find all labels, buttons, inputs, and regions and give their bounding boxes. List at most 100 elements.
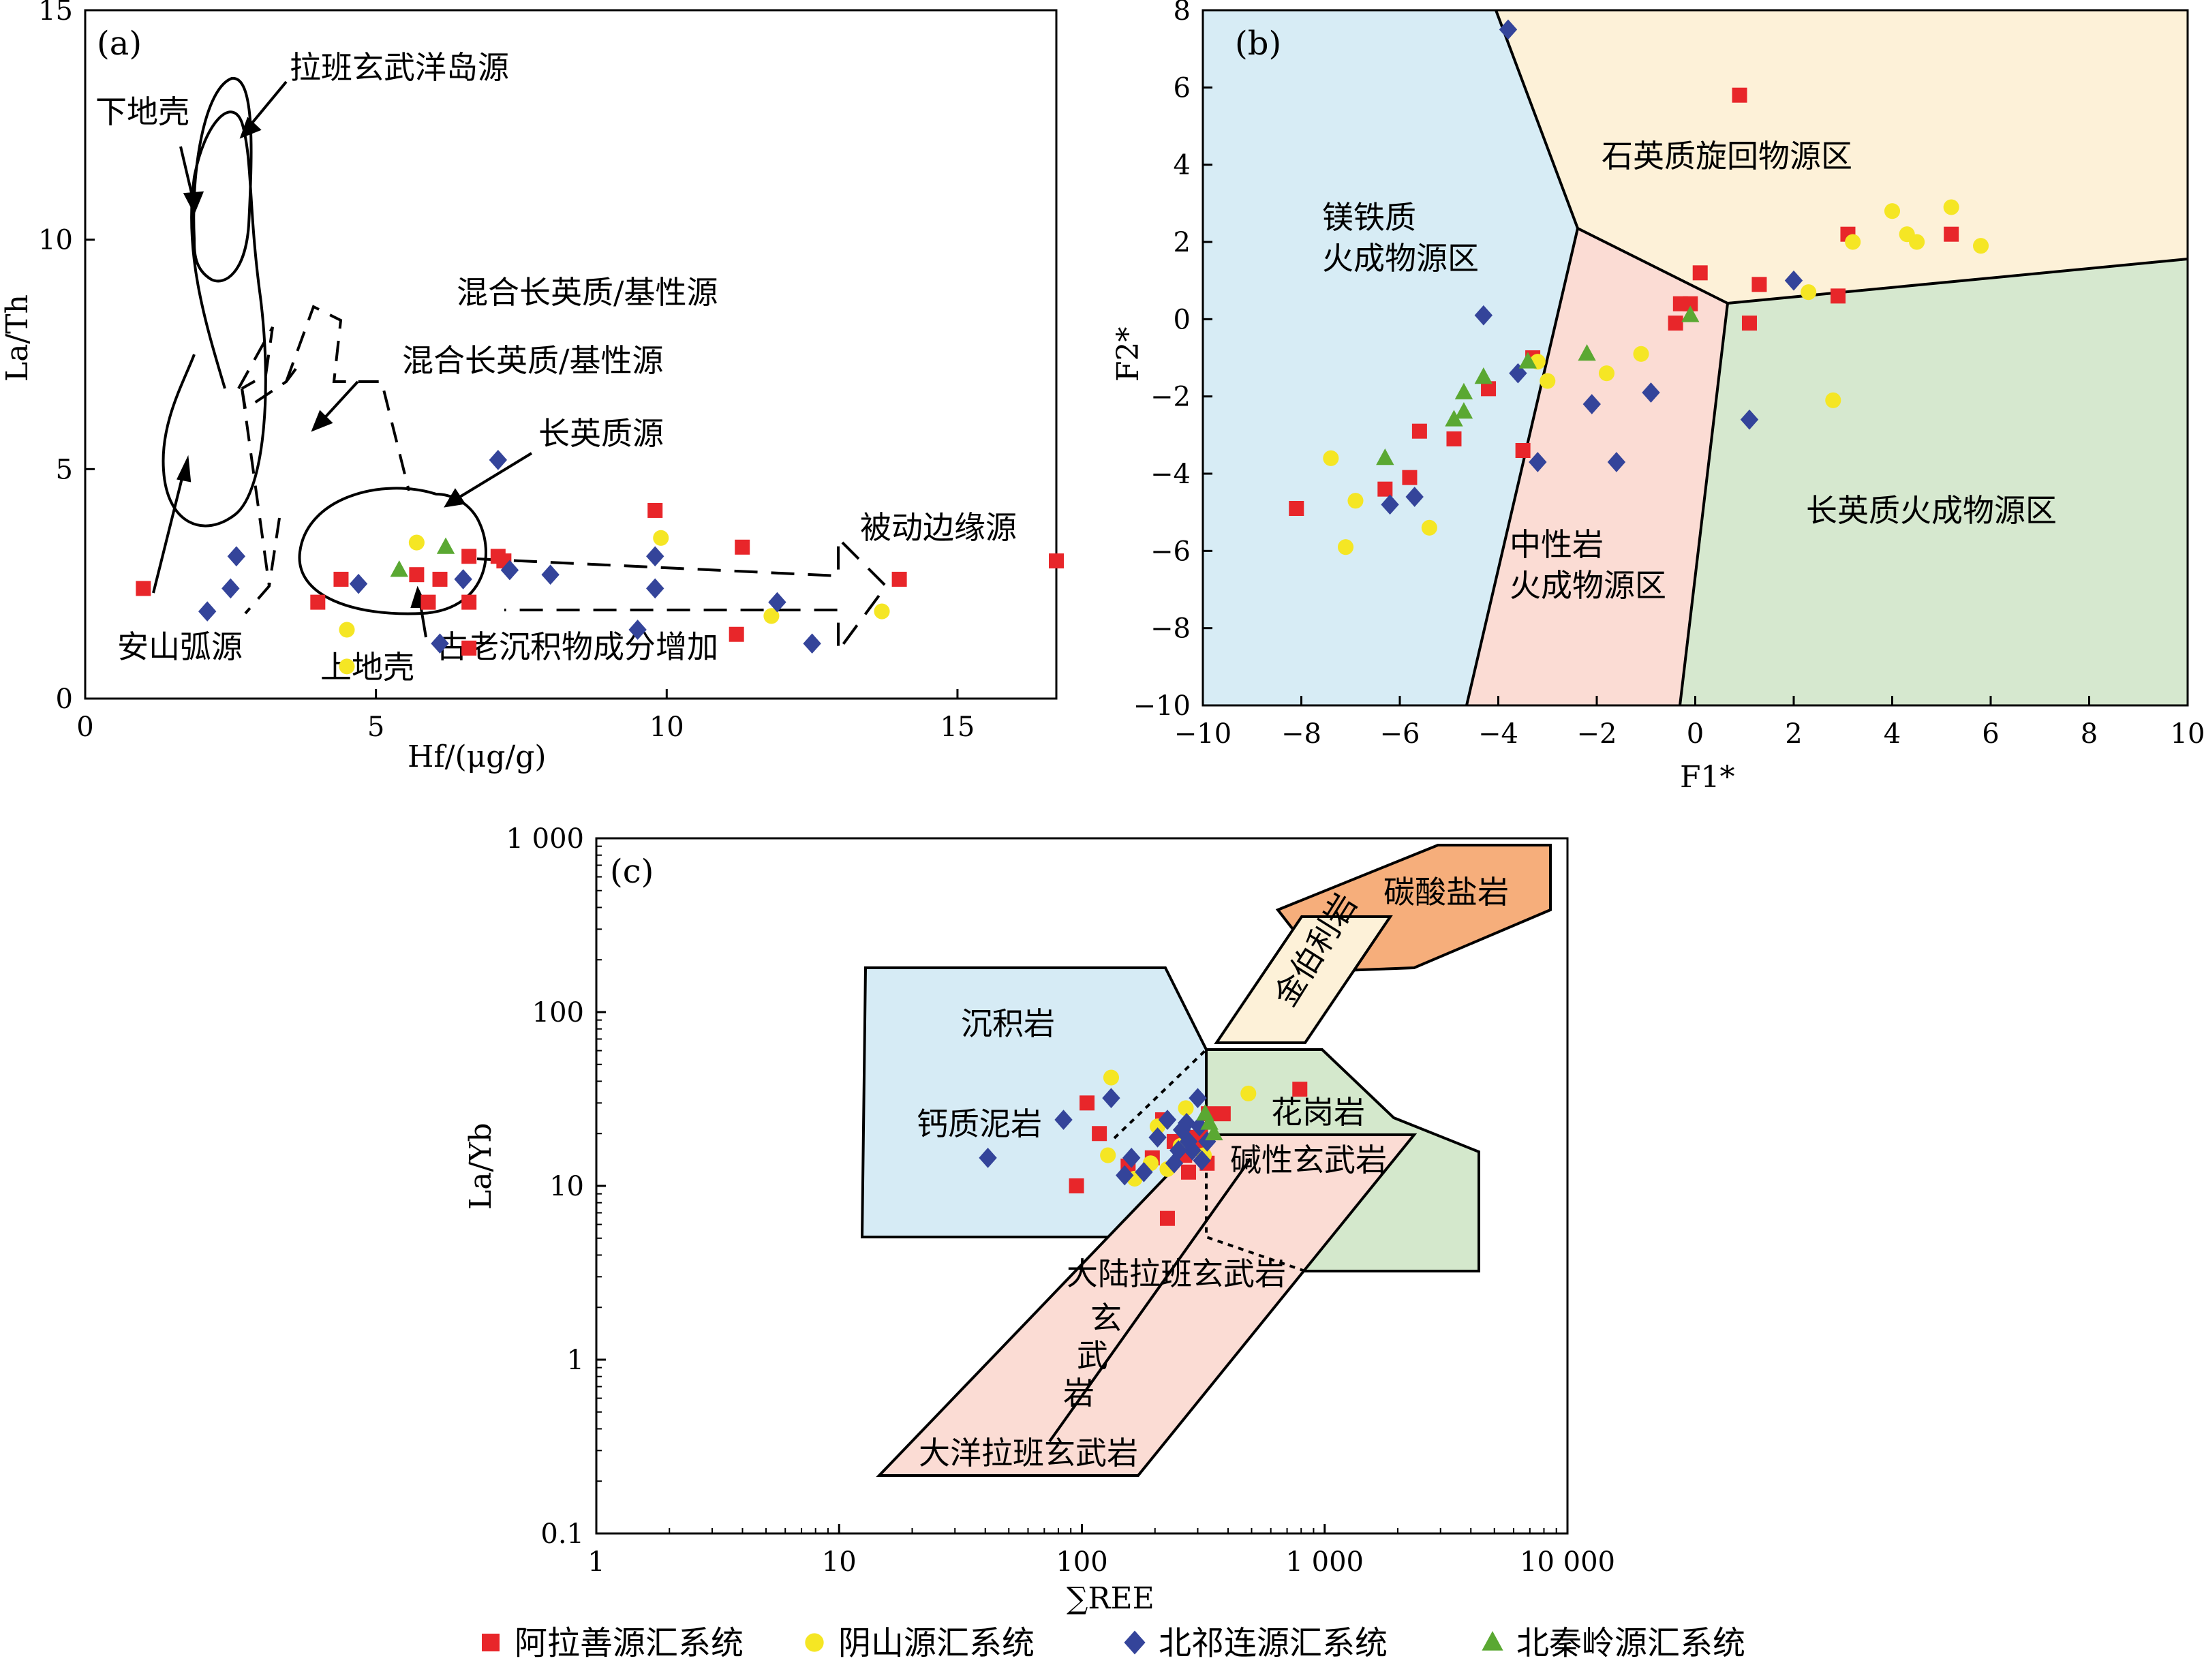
data-point: [136, 581, 151, 596]
data-point: [768, 592, 786, 613]
data-point: [198, 601, 217, 622]
data-point: [1692, 265, 1708, 281]
data-point: [461, 549, 477, 564]
label-calc-mudstone: 钙质泥岩: [917, 1105, 1042, 1142]
region-intermediate: [1467, 228, 1728, 705]
data-point: [1421, 519, 1437, 536]
label-basalt: 玄武岩: [1063, 1300, 1122, 1411]
label-upper-crust: 上地壳: [320, 649, 414, 686]
boundary-left: [1465, 228, 1579, 705]
data-point: [390, 560, 408, 577]
x-tick-label: 10 000: [1520, 1546, 1615, 1578]
data-point: [1540, 373, 1556, 389]
data-point: [461, 594, 477, 610]
y-tick-label: −4: [1150, 459, 1191, 490]
region-mafic: [1203, 10, 1578, 705]
x-tick-label: 1: [587, 1546, 604, 1578]
data-point: [454, 569, 472, 590]
x-tick-label: 1 000: [1285, 1546, 1364, 1578]
legend-label: 阿拉善源汇系统: [515, 1624, 744, 1662]
label-sedimentary: 沉积岩: [961, 1005, 1055, 1042]
data-point: [1178, 1100, 1194, 1116]
data-point: [227, 546, 246, 567]
label-mixed-2: 混合长英质/基性源: [402, 342, 664, 379]
data-point: [500, 560, 519, 581]
mixed-dash-2: [285, 305, 410, 491]
data-point: [891, 571, 907, 587]
data-point: [1205, 1123, 1223, 1141]
x-tick-label: 10: [822, 1546, 857, 1578]
data-point: [541, 564, 560, 585]
data-point: [729, 626, 744, 642]
panel-a-xlabel: Hf/(μg/g): [408, 739, 547, 774]
y-tick-label: 1: [567, 1345, 584, 1376]
data-point: [1411, 423, 1427, 439]
data-point: [339, 622, 355, 638]
label-lower-crust: 下地壳: [95, 93, 189, 130]
data-point: [1092, 1126, 1107, 1142]
data-point: [1158, 1110, 1177, 1130]
x-tick-label: 0: [1687, 718, 1704, 750]
data-point: [1049, 553, 1064, 568]
data-point: [408, 534, 425, 551]
label-mixed-1: 混合长英质/基性源: [457, 274, 718, 311]
legend-marker: [1124, 1630, 1146, 1655]
andesite-dash: [237, 326, 274, 390]
y-tick-label: 15: [38, 0, 73, 27]
y-tick-label: 6: [1174, 72, 1191, 104]
data-point: [1103, 1069, 1120, 1086]
data-point: [1481, 381, 1497, 397]
y-tick-label: 8: [1174, 0, 1191, 27]
y-tick-label: 10: [38, 225, 73, 256]
data-point: [1825, 392, 1841, 408]
data-point: [1446, 431, 1462, 446]
data-point: [1944, 226, 1959, 242]
data-point: [1402, 470, 1418, 485]
data-point: [409, 567, 425, 583]
legend-marker: [1482, 1631, 1503, 1651]
data-point: [1165, 1152, 1184, 1174]
data-point: [1740, 409, 1759, 430]
panel-c-xlabel: ∑REE: [1067, 1581, 1154, 1616]
data-point: [1509, 363, 1527, 384]
legend-label: 北祁连源汇系统: [1159, 1624, 1388, 1662]
x-tick-label: −8: [1281, 718, 1321, 750]
data-point: [1102, 1088, 1120, 1109]
legend-label: 阴山源汇系统: [838, 1624, 1035, 1662]
upper-crust-outline: [298, 487, 487, 615]
y-tick-label: 10: [549, 1171, 584, 1202]
x-tick-label: −4: [1478, 718, 1518, 750]
data-point: [763, 608, 780, 624]
x-tick-label: 4: [1884, 718, 1901, 750]
panel-c-points: [979, 1069, 1308, 1226]
data-point: [1784, 270, 1803, 291]
x-tick-label: −6: [1380, 718, 1420, 750]
data-point: [1633, 346, 1649, 362]
data-point: [628, 620, 647, 640]
data-point: [1337, 539, 1354, 555]
panel-b-xlabel: F1*: [1680, 760, 1735, 795]
x-tick-label: 15: [940, 712, 975, 743]
data-point: [1515, 443, 1531, 458]
data-point: [431, 633, 449, 654]
data-point: [1973, 238, 1989, 254]
label-alkali-basalt: 碱性玄武岩: [1230, 1142, 1387, 1178]
panel-a-ylabel: La/Th: [0, 294, 35, 382]
data-point: [1177, 1112, 1196, 1133]
data-point: [349, 573, 368, 594]
data-point: [420, 594, 436, 610]
region-quartz: [1496, 10, 2188, 303]
data-point: [1347, 493, 1364, 509]
legend-label: 北秦岭源汇系统: [1516, 1624, 1745, 1662]
y-tick-label: 0: [1174, 304, 1191, 335]
y-tick-label: −10: [1133, 690, 1191, 722]
data-point: [1668, 316, 1683, 331]
x-tick-label: 8: [2081, 718, 2098, 750]
y-tick-label: 1 000: [506, 823, 584, 855]
legend-marker: [482, 1634, 500, 1651]
data-point: [1292, 1082, 1308, 1097]
arrows-a: [152, 80, 533, 638]
andesite-trend-dash: [241, 388, 271, 587]
panel-a-ticks: 0 5 10 15 0 5 10 15: [38, 0, 975, 743]
